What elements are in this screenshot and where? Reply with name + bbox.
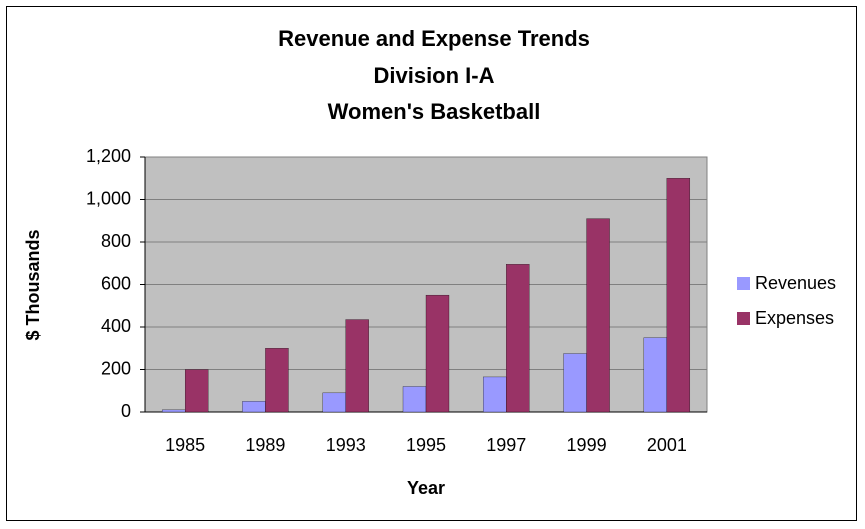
- bar: [425, 294, 450, 413]
- legend-swatch: [737, 277, 750, 290]
- bar: [666, 178, 691, 413]
- x-tick-label: 1995: [406, 435, 446, 455]
- bar: [506, 264, 530, 413]
- x-axis-title: Year: [407, 478, 445, 498]
- bar: [586, 218, 610, 413]
- x-tick-label: 1999: [567, 435, 607, 455]
- bar: [345, 319, 369, 413]
- y-tick-label: 400: [101, 316, 131, 336]
- legend-label: Revenues: [755, 273, 836, 293]
- bar: [184, 369, 209, 413]
- bar: [483, 376, 507, 413]
- y-tick-label: 800: [101, 231, 131, 251]
- bar: [242, 401, 266, 413]
- bar: [161, 409, 186, 413]
- y-tick-label: 1,200: [86, 146, 131, 166]
- bar: [322, 392, 346, 413]
- chart-title: Revenue and Expense Trends: [278, 26, 590, 51]
- y-tick-label: 0: [121, 401, 131, 421]
- bar: [402, 386, 427, 413]
- chart-subtitle: Women's Basketball: [328, 99, 541, 124]
- bar: [265, 348, 289, 413]
- bar: [643, 337, 668, 413]
- chart-subtitle: Division I-A: [373, 63, 494, 88]
- x-tick-label: 1989: [245, 435, 285, 455]
- x-tick-label: 1993: [326, 435, 366, 455]
- y-tick-label: 600: [101, 273, 131, 293]
- bar: [563, 353, 587, 413]
- legend-label: Expenses: [755, 308, 834, 328]
- y-axis-title: $ Thousands: [23, 229, 43, 340]
- x-tick-label: 1985: [165, 435, 205, 455]
- y-tick-label: 200: [101, 358, 131, 378]
- legend-swatch: [737, 312, 750, 325]
- x-tick-label: 2001: [647, 435, 687, 455]
- y-tick-label: 1,000: [86, 188, 131, 208]
- x-tick-label: 1997: [486, 435, 526, 455]
